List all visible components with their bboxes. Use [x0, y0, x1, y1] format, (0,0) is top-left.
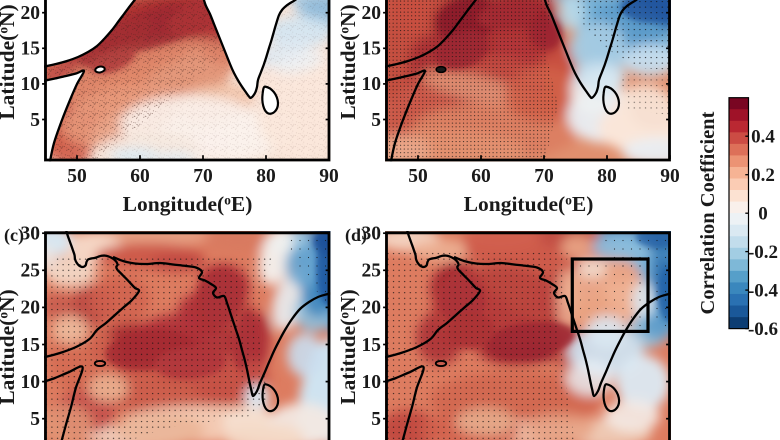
svg-text:5: 5	[30, 110, 40, 131]
svg-text:-0.2: -0.2	[748, 242, 778, 263]
svg-text:Correlation Coefficient: Correlation Coefficient	[697, 111, 719, 314]
svg-text:5: 5	[371, 409, 381, 430]
svg-text:15: 15	[362, 39, 382, 60]
svg-text:(c): (c)	[4, 225, 24, 246]
svg-text:20: 20	[21, 3, 41, 24]
svg-text:30: 30	[21, 224, 41, 245]
svg-text:0.4: 0.4	[751, 126, 775, 147]
svg-text:80: 80	[256, 166, 276, 187]
svg-text:5: 5	[371, 110, 381, 131]
svg-text:30: 30	[362, 224, 382, 245]
svg-text:-0.4: -0.4	[748, 280, 779, 301]
svg-text:Latitude(oN): Latitude(oN)	[0, 289, 19, 404]
svg-text:Longitude(oE): Longitude(oE)	[123, 192, 253, 216]
svg-text:10: 10	[362, 74, 382, 95]
svg-text:20: 20	[362, 3, 382, 24]
svg-text:70: 70	[534, 166, 554, 187]
svg-text:0.2: 0.2	[751, 165, 775, 186]
svg-text:80: 80	[597, 166, 617, 187]
svg-text:90: 90	[319, 166, 339, 187]
svg-text:Latitude(oN): Latitude(oN)	[0, 4, 19, 119]
svg-text:5: 5	[30, 409, 40, 430]
svg-text:15: 15	[21, 335, 41, 356]
svg-text:15: 15	[21, 39, 41, 60]
svg-text:25: 25	[21, 261, 41, 282]
svg-text:10: 10	[21, 74, 41, 95]
svg-text:(d): (d)	[345, 225, 367, 246]
svg-text:25: 25	[362, 261, 382, 282]
svg-text:10: 10	[362, 372, 382, 393]
svg-text:0: 0	[758, 203, 768, 224]
svg-text:70: 70	[193, 166, 213, 187]
svg-text:60: 60	[471, 166, 491, 187]
svg-text:15: 15	[362, 335, 382, 356]
svg-text:Latitude(oN): Latitude(oN)	[336, 289, 360, 404]
svg-text:20: 20	[362, 298, 382, 319]
svg-text:Latitude(oN): Latitude(oN)	[336, 4, 360, 119]
svg-text:20: 20	[21, 298, 41, 319]
svg-text:-0.6: -0.6	[748, 319, 778, 340]
svg-text:60: 60	[130, 166, 150, 187]
svg-text:50: 50	[67, 166, 87, 187]
svg-text:90: 90	[660, 166, 680, 187]
svg-text:50: 50	[408, 166, 428, 187]
svg-text:Longitude(oE): Longitude(oE)	[464, 192, 594, 216]
svg-text:10: 10	[21, 372, 41, 393]
